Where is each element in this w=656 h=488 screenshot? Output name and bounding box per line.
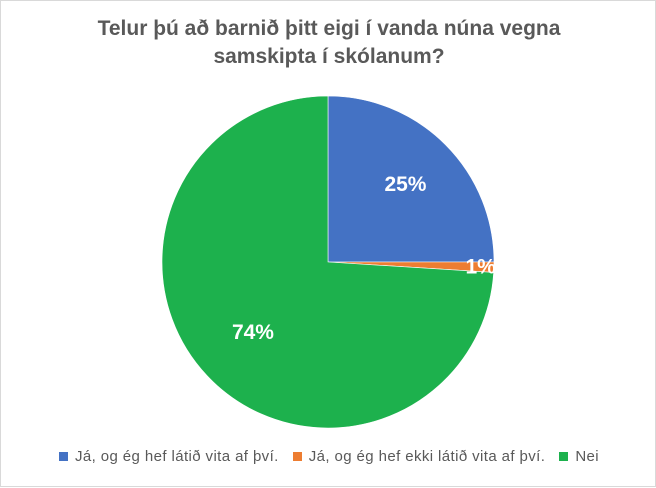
legend-swatch-blue [58, 452, 68, 461]
legend-item-nei: Nei [559, 448, 599, 465]
pie-slice-ja-latid-vita [327, 95, 495, 263]
legend-label: Já, og ég hef látið vita af því. [74, 448, 279, 465]
legend: Já, og ég hef látið vita af því. Já, og … [1, 448, 656, 465]
data-label-ja-ekki-latid-vita: 1% [465, 255, 496, 278]
chart-title-line-2: samskipta í skólanum? [213, 45, 445, 68]
chart-title-line-1: Telur þú að barnið þitt eigi í vanda nún… [97, 17, 561, 40]
legend-item-ja-ekki-latid-vita: Já, og ég hef ekki látið vita af því. [292, 448, 546, 465]
pie-slice-nei [161, 95, 494, 429]
legend-swatch-orange [292, 452, 302, 461]
chart-title: Telur þú að barnið þitt eigi í vanda nún… [41, 15, 617, 71]
data-label-ja-latid-vita: 25% [384, 173, 426, 196]
legend-label: Já, og ég hef ekki látið vita af því. [308, 448, 546, 465]
legend-item-ja-latid-vita: Já, og ég hef látið vita af því. [58, 448, 279, 465]
legend-swatch-green [559, 452, 569, 461]
legend-label: Nei [575, 448, 600, 465]
data-label-nei: 74% [232, 321, 274, 344]
